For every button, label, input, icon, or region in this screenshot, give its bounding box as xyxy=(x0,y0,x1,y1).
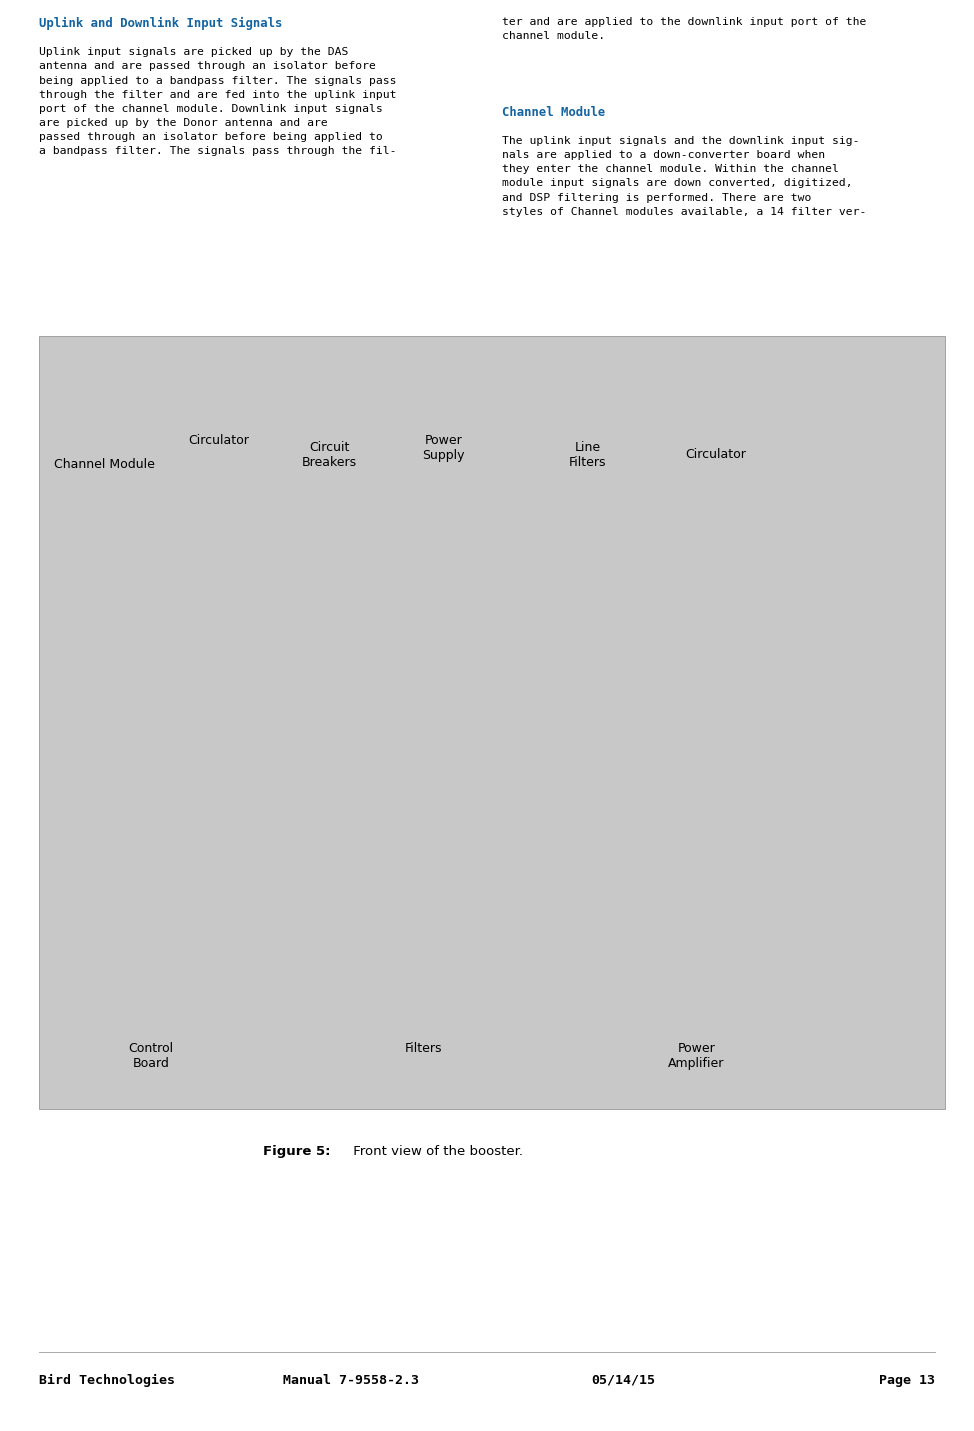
Text: Uplink and Downlink Input Signals: Uplink and Downlink Input Signals xyxy=(39,17,282,30)
Text: ter and are applied to the downlink input port of the
channel module.: ter and are applied to the downlink inpu… xyxy=(502,17,866,41)
Text: 05/14/15: 05/14/15 xyxy=(591,1374,656,1387)
Text: Control
Board: Control Board xyxy=(129,1042,173,1070)
Text: Channel Module: Channel Module xyxy=(502,106,605,119)
Text: Channel Module: Channel Module xyxy=(54,458,155,471)
Text: The uplink input signals and the downlink input sig-
nals are applied to a down-: The uplink input signals and the downlin… xyxy=(502,136,866,216)
Text: Circulator: Circulator xyxy=(189,434,249,446)
Text: Bird Technologies: Bird Technologies xyxy=(39,1374,175,1387)
Bar xyxy=(39,336,945,1109)
Text: Line
Filters: Line Filters xyxy=(569,441,606,469)
Text: Filters: Filters xyxy=(405,1042,442,1055)
Text: Uplink input signals are picked up by the DAS
antenna and are passed through an : Uplink input signals are picked up by th… xyxy=(39,47,396,156)
Text: Manual 7-9558-2.3: Manual 7-9558-2.3 xyxy=(282,1374,419,1387)
Text: Power
Supply: Power Supply xyxy=(422,434,465,462)
Text: Front view of the booster.: Front view of the booster. xyxy=(349,1145,523,1158)
Text: Circulator: Circulator xyxy=(686,448,746,461)
Text: Power
Amplifier: Power Amplifier xyxy=(668,1042,725,1070)
Text: Figure 5:: Figure 5: xyxy=(263,1145,330,1158)
Text: Circuit
Breakers: Circuit Breakers xyxy=(302,441,356,469)
Text: Page 13: Page 13 xyxy=(880,1374,935,1387)
